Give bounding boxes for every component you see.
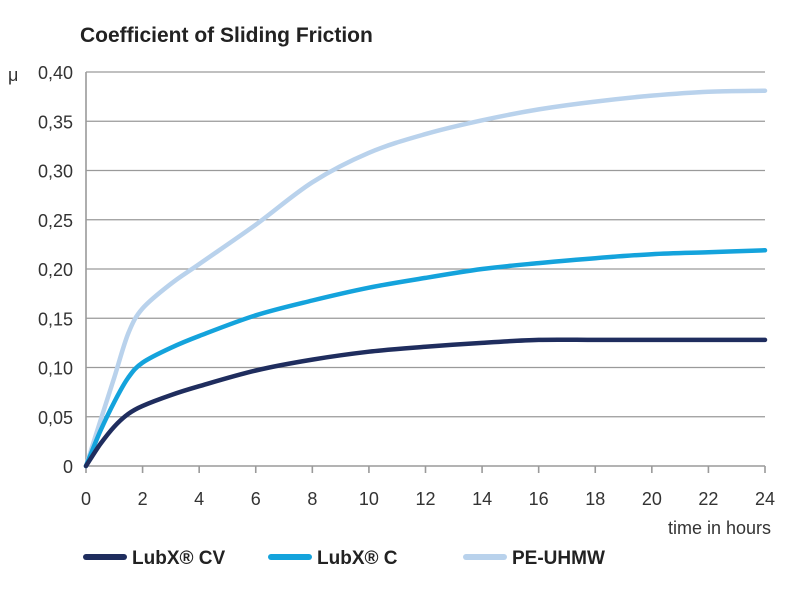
legend-label-lubx-c: LubX® C bbox=[317, 548, 398, 569]
x-tick-label: 20 bbox=[642, 489, 662, 509]
y-tick-label: 0,40 bbox=[38, 63, 73, 83]
x-tick-label: 14 bbox=[472, 489, 492, 509]
y-tick-label: 0,30 bbox=[38, 162, 73, 182]
x-axis-label: time in hours bbox=[668, 518, 771, 538]
legend-label-pe-uhmw: PE-UHMW bbox=[512, 548, 605, 569]
y-tick-label: 0 bbox=[63, 457, 73, 477]
legend-label-lubx-cv: LubX® CV bbox=[132, 548, 225, 569]
x-tick-label: 12 bbox=[415, 489, 435, 509]
series-line-lubx-cv bbox=[83, 337, 768, 469]
series-line-pe-uhmw bbox=[83, 88, 768, 469]
x-tick-label: 18 bbox=[585, 489, 605, 509]
x-tick-label: 8 bbox=[307, 489, 317, 509]
series-line-lubx-c bbox=[83, 248, 768, 469]
series-lines bbox=[83, 88, 768, 469]
x-tick-label: 6 bbox=[251, 489, 261, 509]
gridlines bbox=[85, 71, 766, 473]
y-tick-label: 0,25 bbox=[38, 211, 73, 231]
legend: LubX® CV LubX® C PE-UHMW bbox=[83, 548, 605, 569]
y-tick-label: 0,15 bbox=[38, 309, 73, 329]
y-tick-label: 0,20 bbox=[38, 260, 73, 280]
x-tick-label: 10 bbox=[359, 489, 379, 509]
x-tick-label: 24 bbox=[755, 489, 775, 509]
x-tick-label: 16 bbox=[529, 489, 549, 509]
x-tick-label: 22 bbox=[698, 489, 718, 509]
y-tick-label: 0,10 bbox=[38, 359, 73, 379]
y-tick-label: 0,35 bbox=[38, 112, 73, 132]
x-axis-ticks: 0 2 4 6 8 10 12 14 16 18 20 22 24 bbox=[81, 489, 775, 509]
x-tick-label: 0 bbox=[81, 489, 91, 509]
chart-title: Coefficient of Sliding Friction bbox=[80, 24, 373, 47]
y-axis-ticks: 0 0,05 0,10 0,15 0,20 0,25 0,30 0,35 0,40 bbox=[38, 63, 73, 477]
y-tick-label: 0,05 bbox=[38, 408, 73, 428]
y-axis-label: μ bbox=[8, 65, 18, 85]
x-tick-label: 2 bbox=[138, 489, 148, 509]
x-tick-label: 4 bbox=[194, 489, 204, 509]
